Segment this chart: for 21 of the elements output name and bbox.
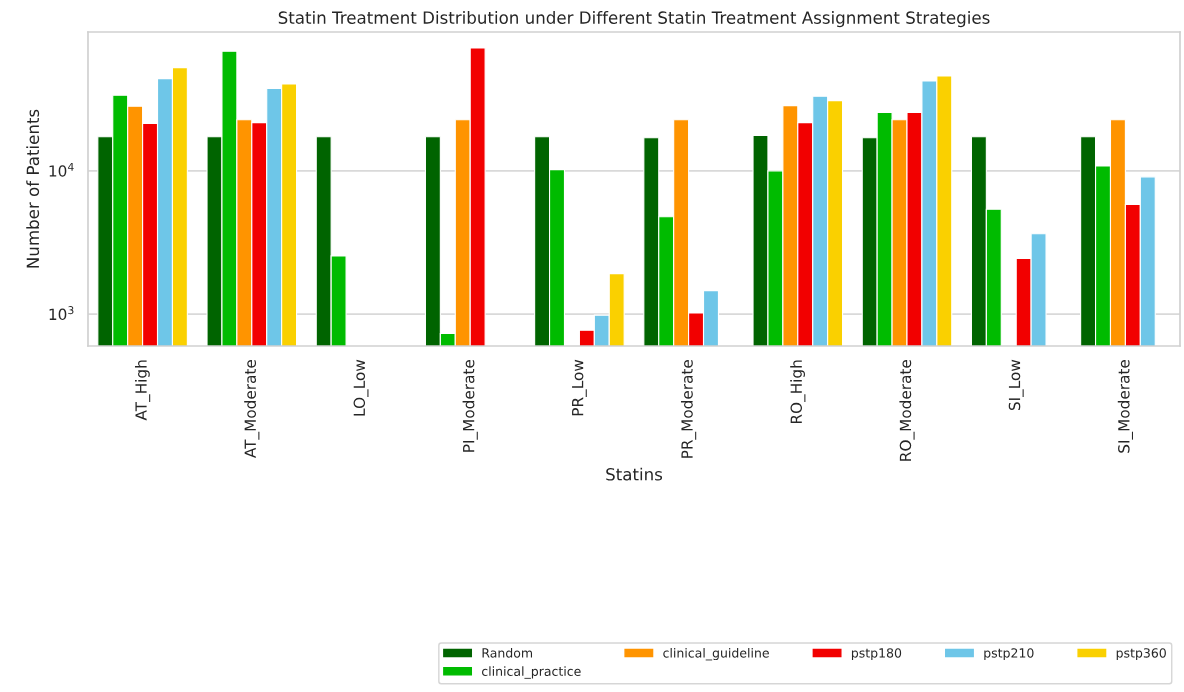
chart-title: Statin Treatment Distribution under Different Statin Treatment Assignment Strategies xyxy=(278,11,990,28)
x-tick-label: SI_Low xyxy=(1008,359,1024,411)
x-tick-label: LO_Low xyxy=(353,359,369,416)
legend-label: pstp360 xyxy=(1116,648,1166,661)
x-tick-label: AT_High xyxy=(134,360,151,421)
y-axis-title: Number of Patients xyxy=(26,109,40,268)
x-tick-label: PR_Moderate xyxy=(680,360,697,458)
x-tick-label: RO_High xyxy=(790,360,806,424)
y-tick-label: 10$^{3}$ xyxy=(49,306,74,321)
x-tick-label: AT_Moderate xyxy=(244,360,260,458)
legend-label: clinical_guideline xyxy=(663,647,769,661)
legend-label: clinical_practice xyxy=(482,666,581,679)
x-axis-title: Statins xyxy=(606,467,663,481)
x-tick-label: RO_Moderate xyxy=(899,360,915,461)
legend-label: pstp180 xyxy=(851,648,902,661)
legend-label: Random xyxy=(482,647,533,658)
x-tick-label: PR_Low xyxy=(572,359,587,416)
y-tick-label: 10$^{4}$ xyxy=(49,162,74,177)
x-tick-label: PI_Moderate xyxy=(462,360,478,452)
legend-label: pstp210 xyxy=(984,648,1034,661)
x-tick-label: SI_Moderate xyxy=(1117,360,1134,453)
